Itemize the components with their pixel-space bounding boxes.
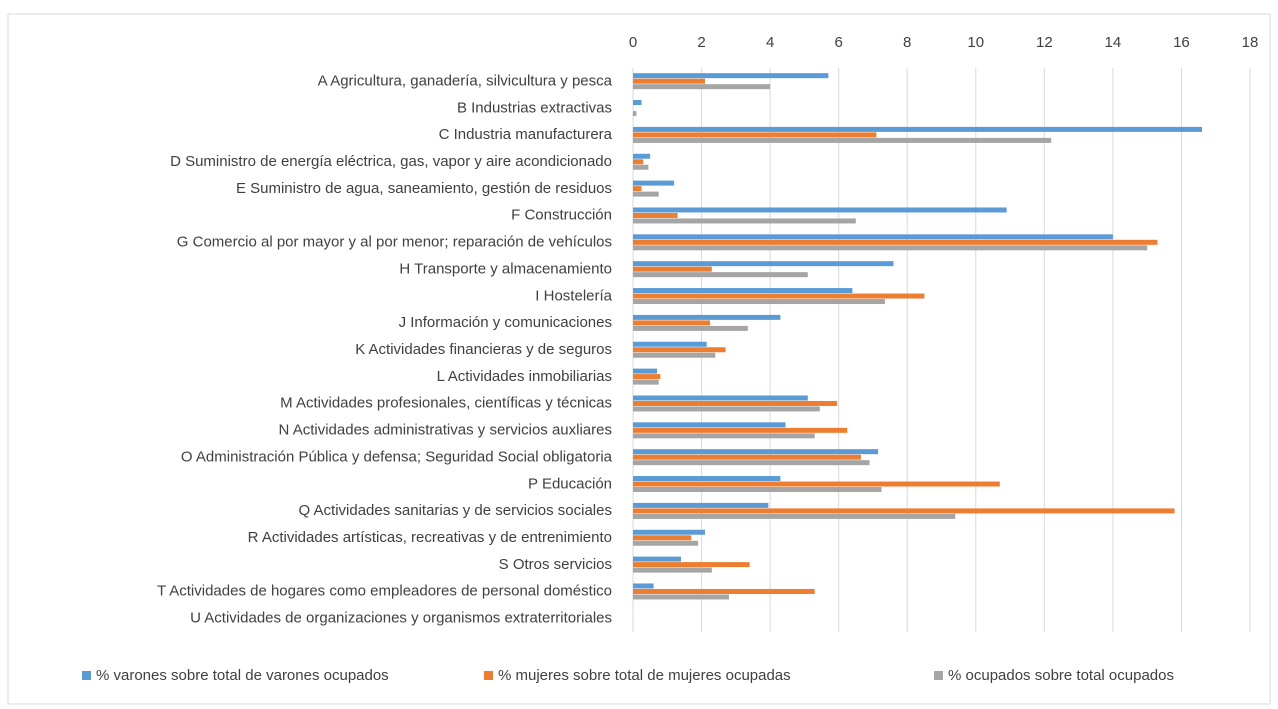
category-label: I Hostelería (535, 287, 612, 304)
category-label: J Información y comunicaciones (399, 314, 612, 331)
bar (633, 111, 637, 117)
legend-label: % ocupados sobre total ocupados (948, 667, 1174, 684)
bar (633, 164, 649, 170)
bar (633, 487, 882, 493)
bar (633, 481, 1000, 487)
category-label: H Transporte y almacenamiento (399, 260, 612, 277)
legend-swatch (934, 671, 943, 680)
bar (633, 180, 675, 186)
bar (633, 314, 781, 320)
bar (633, 374, 661, 380)
legend-swatch (82, 671, 91, 680)
category-label: F Construcción (511, 207, 612, 224)
chart-frame (7, 13, 1271, 705)
bar (633, 84, 771, 90)
category-label: A Agricultura, ganadería, silvicultura y… (318, 72, 613, 89)
bar (633, 583, 654, 589)
category-label: L Actividades inmobiliarias (437, 368, 612, 385)
bar (633, 159, 644, 165)
legend-label: % mujeres sobre total de mujeres ocupada… (498, 667, 791, 684)
x-tick-label: 12 (1036, 34, 1053, 51)
bar (633, 567, 712, 573)
bar (633, 476, 781, 482)
bar (633, 352, 716, 358)
bar (633, 212, 678, 218)
category-label: R Actividades artísticas, recreativas y … (248, 529, 612, 546)
bar (633, 347, 726, 353)
bar (633, 427, 848, 433)
bar (633, 299, 885, 305)
bar (633, 513, 956, 519)
bar (633, 137, 1052, 143)
bar (633, 245, 1148, 251)
bar (633, 320, 711, 326)
bar (633, 341, 707, 347)
bar (633, 325, 748, 331)
category-label: T Actividades de hogares como empleadore… (157, 583, 612, 600)
bar (633, 288, 853, 294)
category-label: Q Actividades sanitarias y de servicios … (299, 502, 612, 519)
bar (633, 594, 729, 600)
bar (633, 588, 815, 594)
bar (633, 153, 651, 159)
category-label: P Educación (528, 475, 612, 492)
bar (633, 239, 1158, 245)
bar (633, 395, 808, 401)
category-label: O Administración Pública y defensa; Segu… (181, 448, 613, 465)
category-label: E Suministro de agua, saneamiento, gesti… (236, 180, 612, 197)
category-label: S Otros servicios (499, 556, 612, 573)
bar (633, 368, 657, 374)
bar (633, 535, 692, 541)
bar (633, 272, 808, 278)
x-tick-label: 10 (967, 34, 984, 51)
bar (633, 433, 815, 439)
bar (633, 218, 856, 224)
bar (633, 422, 786, 428)
x-tick-label: 2 (697, 34, 705, 51)
bar (633, 266, 712, 272)
x-tick-label: 18 (1242, 34, 1259, 51)
bar (633, 207, 1007, 213)
x-tick-label: 8 (903, 34, 911, 51)
category-label: U Actividades de organizaciones y organi… (190, 610, 612, 627)
category-label: N Actividades administrativas y servicio… (279, 422, 612, 439)
bar (633, 293, 925, 299)
category-label: D Suministro de energía eléctrica, gas, … (170, 153, 612, 170)
legend-label: % varones sobre total de varones ocupado… (96, 667, 389, 684)
bar (633, 100, 642, 106)
x-tick-label: 6 (834, 34, 842, 51)
x-tick-label: 16 (1173, 34, 1190, 51)
x-tick-label: 0 (629, 34, 637, 51)
bar (633, 126, 1203, 132)
category-label: C Industria manufacturera (439, 126, 613, 143)
bar (633, 502, 769, 508)
legend-swatch (484, 671, 493, 680)
bar (633, 191, 659, 197)
bar (633, 449, 879, 455)
bar (633, 562, 750, 568)
category-label: B Industrias extractivas (457, 99, 612, 116)
bar (633, 529, 705, 535)
bar (633, 73, 829, 79)
bar (633, 186, 642, 192)
bar (633, 556, 681, 562)
bar (633, 508, 1175, 514)
category-label: G Comercio al por mayor y al por menor; … (177, 234, 612, 251)
bar (633, 132, 877, 138)
bar (633, 78, 705, 84)
category-label: M Actividades profesionales, científicas… (280, 395, 612, 412)
bar (633, 406, 820, 412)
bar (633, 460, 870, 466)
category-label: K Actividades financieras y de seguros (355, 341, 612, 358)
bar (633, 400, 837, 406)
bar (633, 379, 659, 385)
x-tick-label: 4 (766, 34, 774, 51)
bar (633, 454, 861, 460)
x-tick-label: 14 (1105, 34, 1122, 51)
bar (633, 261, 894, 267)
bar (633, 540, 699, 546)
bar (633, 234, 1113, 240)
